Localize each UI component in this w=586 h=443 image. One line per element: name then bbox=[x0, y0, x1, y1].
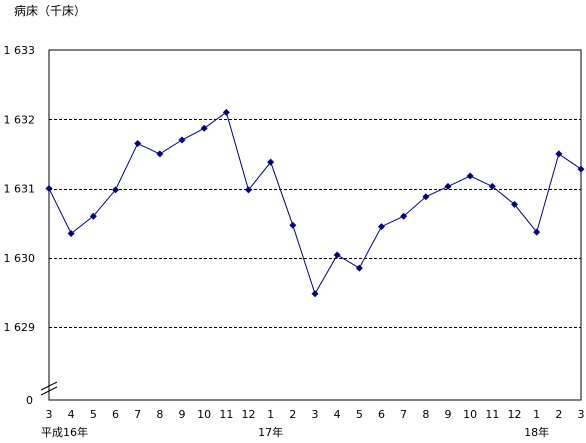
x-tick-label: 9 bbox=[445, 408, 452, 421]
x-tick-label: 6 bbox=[378, 408, 385, 421]
y-tick-label: 1 632 bbox=[4, 113, 36, 126]
y-tick-label: 1 629 bbox=[4, 321, 36, 334]
y-tick-label: 1 633 bbox=[4, 44, 36, 57]
data-point bbox=[488, 182, 496, 190]
data-point bbox=[400, 212, 408, 220]
x-tick-label: 5 bbox=[90, 408, 97, 421]
x-tick-label: 10 bbox=[197, 408, 211, 421]
data-point bbox=[67, 230, 75, 238]
x-tick-label: 9 bbox=[179, 408, 186, 421]
year-label: 17年 bbox=[258, 425, 283, 439]
year-labels: 平成16年 17年 18年 bbox=[41, 425, 549, 439]
year-label: 平成16年 bbox=[41, 425, 88, 439]
x-tick-label: 7 bbox=[134, 408, 141, 421]
y-tick-zero: 0 bbox=[26, 394, 33, 407]
data-point bbox=[577, 165, 585, 173]
grid-lines bbox=[49, 119, 581, 328]
data-point bbox=[444, 182, 452, 190]
data-point bbox=[89, 212, 97, 220]
x-tick-label: 4 bbox=[68, 408, 75, 421]
data-point bbox=[466, 172, 474, 180]
data-point bbox=[134, 139, 142, 147]
data-point bbox=[511, 200, 518, 208]
y-axis-label: 病床（千床） bbox=[14, 3, 86, 18]
x-tick-label: 3 bbox=[46, 408, 53, 421]
data-point bbox=[533, 228, 541, 236]
x-tick-label: 3 bbox=[578, 408, 585, 421]
x-tick-label: 5 bbox=[356, 408, 363, 421]
y-tick-labels: 1 633 1 632 1 631 1 630 1 629 bbox=[4, 44, 36, 334]
x-tick-label: 11 bbox=[219, 408, 233, 421]
data-point bbox=[355, 264, 363, 272]
series-path bbox=[48, 111, 582, 296]
data-point bbox=[267, 158, 275, 166]
x-tick-label: 3 bbox=[312, 408, 319, 421]
x-tick-label: 8 bbox=[422, 408, 429, 421]
x-tick-label: 8 bbox=[156, 408, 163, 421]
x-tick-labels: 3 4 5 6 7 8 9 10 11 12 1 2 3 4 5 6 7 8 9 10 11 12 1 2 3 bbox=[46, 408, 585, 421]
data-point bbox=[156, 150, 164, 158]
x-tick-label: 2 bbox=[289, 408, 296, 421]
data-point bbox=[422, 193, 430, 201]
x-tick-label: 10 bbox=[463, 408, 477, 421]
data-point bbox=[178, 136, 186, 144]
x-tick-label: 2 bbox=[555, 408, 562, 421]
x-tick-label: 12 bbox=[242, 408, 256, 421]
data-point bbox=[378, 223, 385, 231]
x-tick-label: 4 bbox=[334, 408, 341, 421]
plot-frame bbox=[48, 49, 582, 401]
x-tick-label: 11 bbox=[485, 408, 499, 421]
y-tick-label: 1 631 bbox=[4, 183, 36, 196]
data-point bbox=[112, 186, 119, 194]
data-point bbox=[311, 290, 319, 298]
data-point bbox=[555, 150, 563, 158]
series-line bbox=[45, 108, 585, 298]
x-tick-label: 1 bbox=[267, 408, 274, 421]
x-tick-label: 7 bbox=[400, 408, 407, 421]
data-point bbox=[289, 221, 297, 229]
y-tick-label: 1 630 bbox=[4, 252, 36, 265]
axis-break-mark bbox=[40, 381, 58, 396]
data-point bbox=[333, 251, 341, 259]
data-point bbox=[200, 124, 208, 132]
data-point bbox=[222, 108, 230, 116]
data-point bbox=[45, 185, 53, 192]
x-tick-label: 1 bbox=[533, 408, 540, 421]
x-tick-label: 12 bbox=[508, 408, 522, 421]
year-label: 18年 bbox=[524, 425, 549, 439]
data-point bbox=[245, 186, 252, 194]
x-tick-label: 6 bbox=[112, 408, 119, 421]
